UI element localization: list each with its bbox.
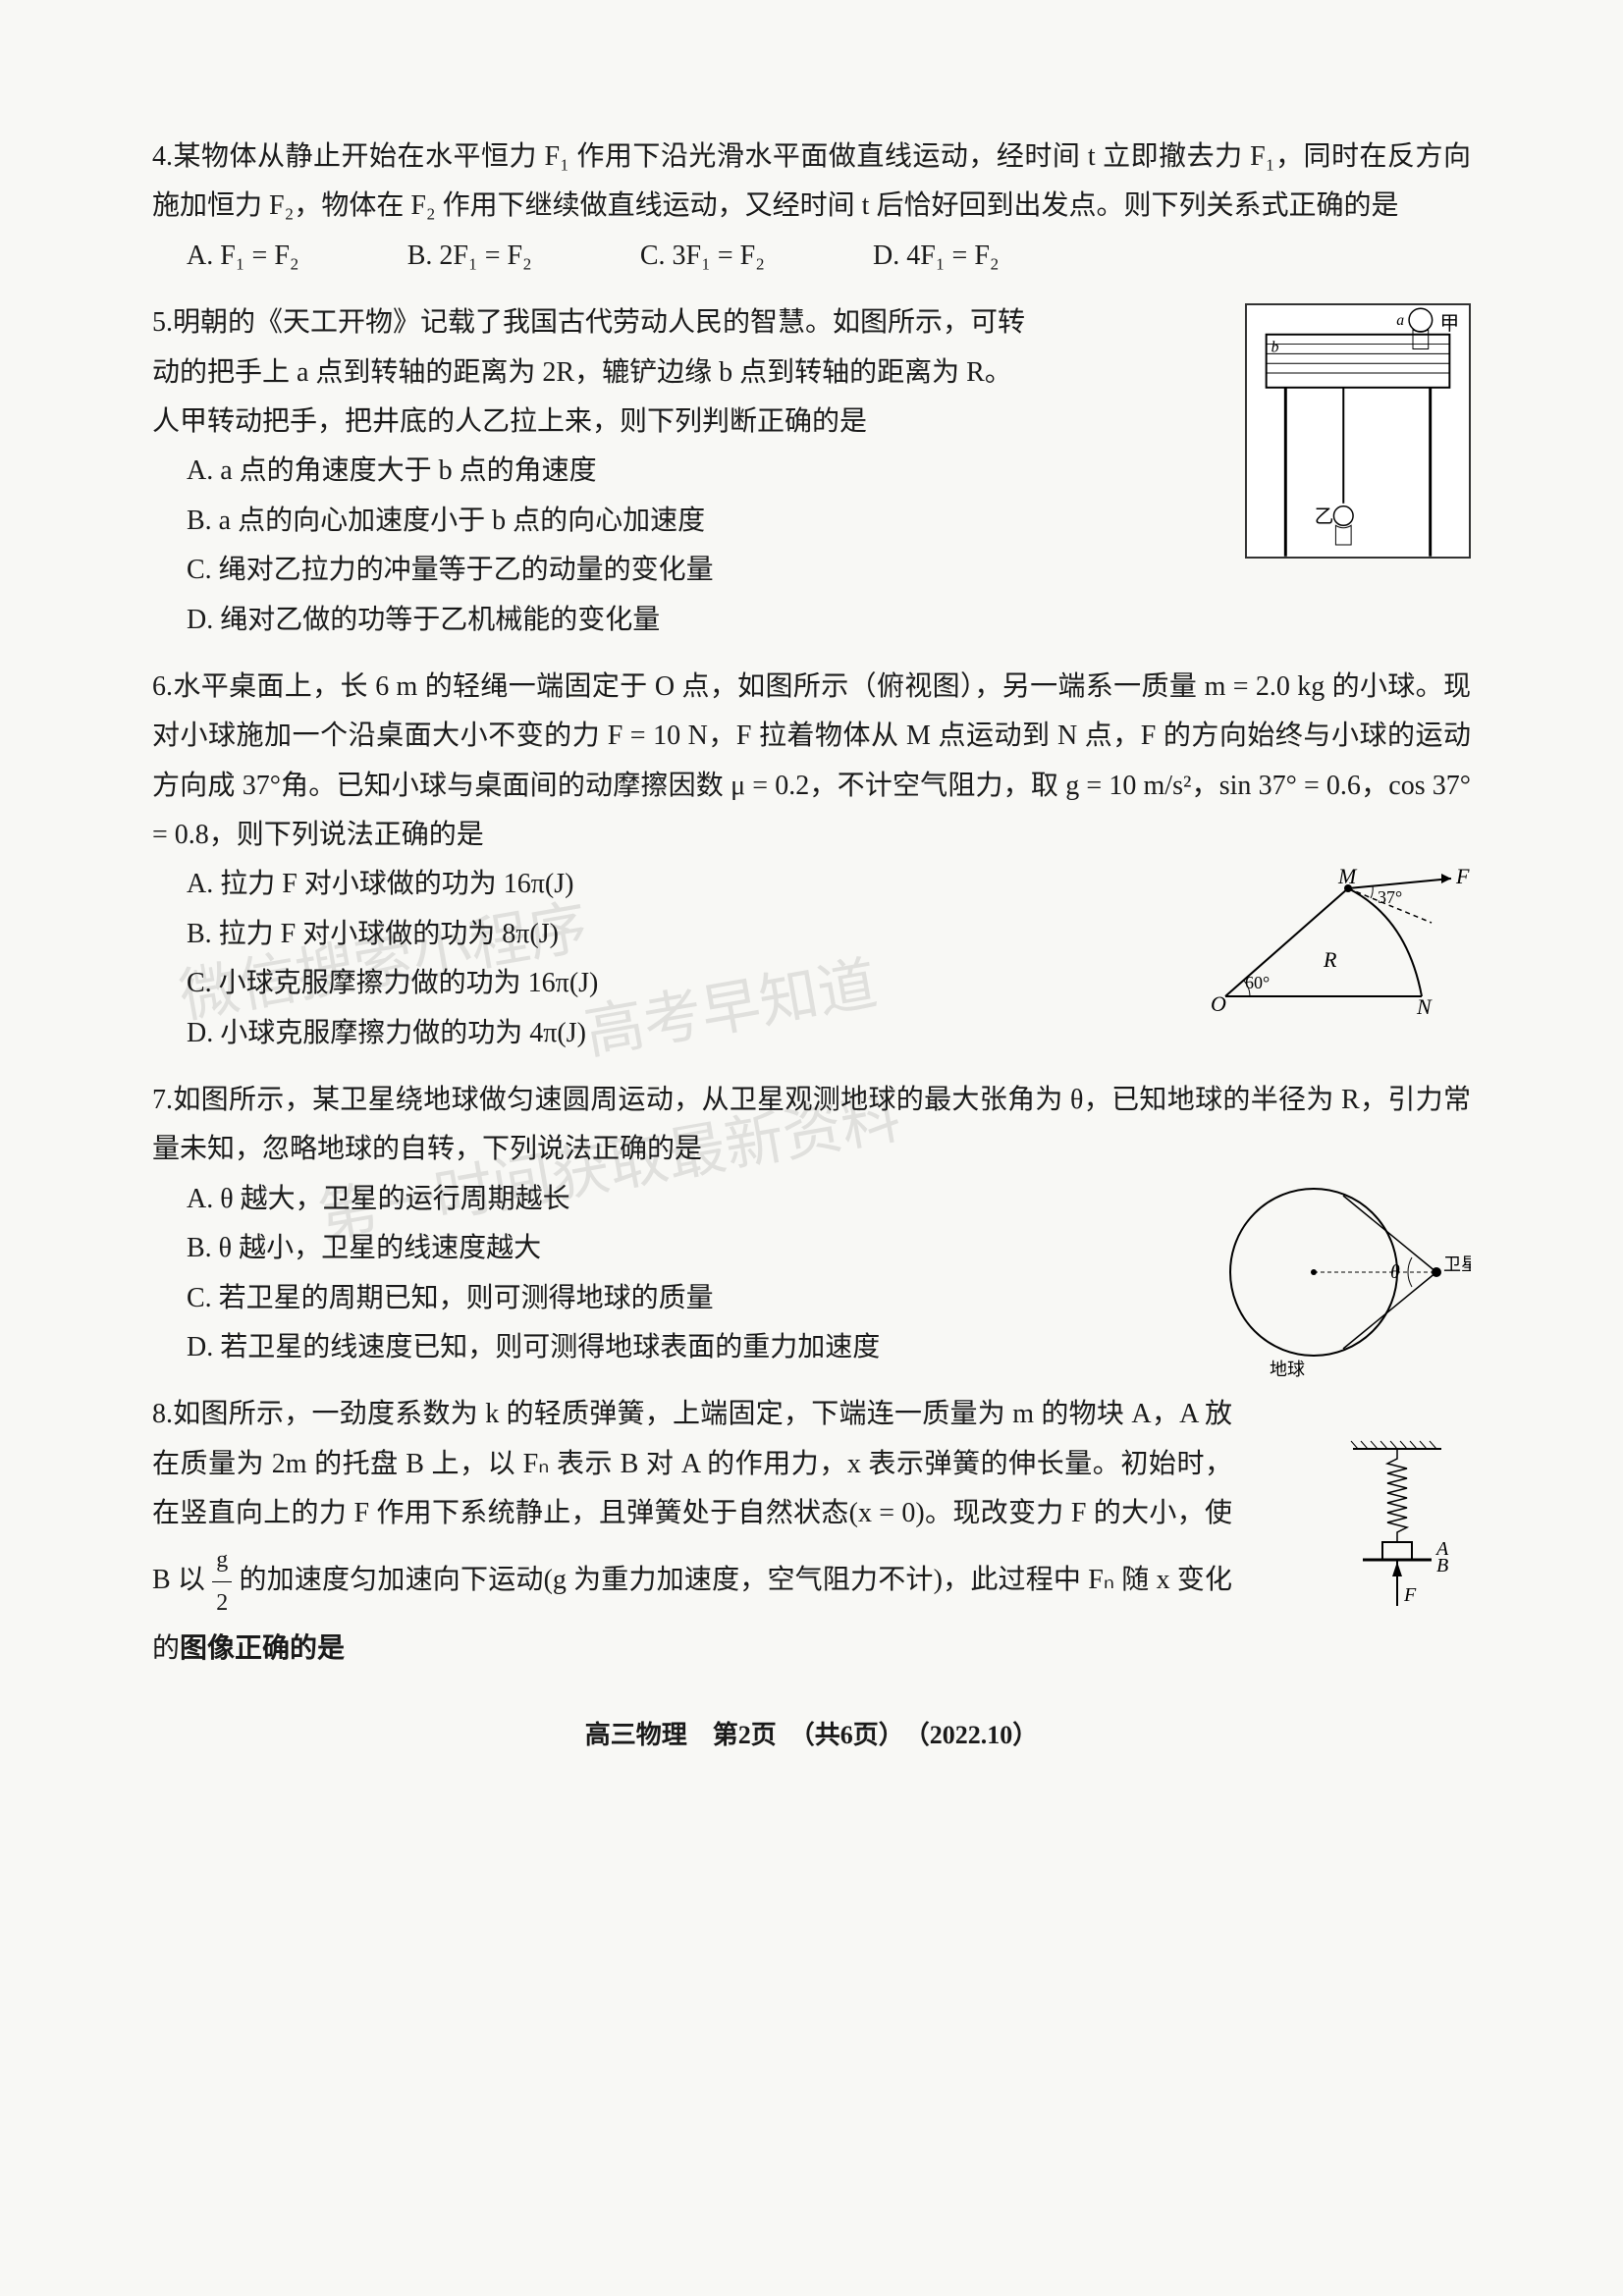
spring-diagram: A B F (1333, 1439, 1461, 1635)
fig5-label-jia: 甲 (1440, 313, 1460, 335)
fig7-satellite: 卫星 (1443, 1255, 1471, 1274)
q8-number: 8. (152, 1399, 173, 1429)
page-content: 微信搜索小程序 高考早知道 第一时间获取最新资料 4.某物体从静止开始在水平恒力… (0, 0, 1623, 1838)
question-4: 4.某物体从静止开始在水平恒力 F₁ 作用下沿光滑水平面做直线运动，经时间 t … (152, 133, 1471, 281)
svg-text:b: b (1271, 340, 1279, 356)
q8-figure: A B F (1333, 1439, 1461, 1652)
q7-body: 如图所示，某卫星绕地球做匀速圆周运动，从卫星观测地球的最大张角为 θ，已知地球的… (152, 1085, 1471, 1164)
q4-optA: A. F₁ = F₂ (187, 232, 299, 281)
q8-fraction: g2 (212, 1539, 232, 1625)
q7-number: 7. (152, 1085, 173, 1115)
q4-text: 4.某物体从静止开始在水平恒力 F₁ 作用下沿光滑水平面做直线运动，经时间 t … (152, 133, 1471, 232)
satellite-diagram: θ 卫星 地球 (1216, 1164, 1471, 1390)
fig6-O: O (1211, 991, 1226, 1016)
fig8-F: F (1403, 1584, 1417, 1606)
question-8: A B F 8.如图所示，一劲度系数为 k 的轻质弹簧，上端固定，下端连一质量为… (152, 1390, 1471, 1674)
q5-figure: 甲 乙 b a (1245, 303, 1471, 575)
q6-number: 6. (152, 671, 173, 702)
svg-text:a: a (1396, 312, 1404, 329)
fig6-R: R (1323, 947, 1337, 972)
fig5-label-yi: 乙 (1315, 507, 1334, 528)
question-7: θ 卫星 地球 7.如图所示，某卫星绕地球做匀速圆周运动，从卫星观测地球的最大张… (152, 1076, 1471, 1372)
q4-number: 4. (152, 141, 173, 172)
fig6-F: F (1455, 869, 1470, 888)
fig8-B: B (1436, 1555, 1448, 1576)
fig6-37: 37° (1378, 887, 1402, 907)
fig6-M: M (1337, 869, 1358, 888)
page-footer: 高三物理 第2页 （共6页） （2022.10） (152, 1713, 1471, 1759)
q5-body: 明朝的《天工开物》记载了我国古代劳动人民的智慧。如图所示，可转动的把手上 a 点… (152, 307, 1025, 437)
q8-text: 8.如图所示，一劲度系数为 k 的轻质弹簧，上端固定，下端连一质量为 m 的物块… (152, 1390, 1232, 1674)
q4-optD: D. 4F₁ = F₂ (873, 232, 1000, 281)
fig6-N: N (1416, 994, 1433, 1016)
q7-text: 7.如图所示，某卫星绕地球做匀速圆周运动，从卫星观测地球的最大张角为 θ，已知地… (152, 1076, 1471, 1175)
q4-optB: B. 2F₁ = F₂ (407, 232, 532, 281)
question-6: M F 37° 60° R O N 6.水平桌面上，长 6 m 的轻绳一端固定于… (152, 663, 1471, 1058)
q7-figure: θ 卫星 地球 (1216, 1164, 1471, 1407)
fig7-theta: θ (1390, 1261, 1400, 1283)
q4-optC: C. 3F₁ = F₂ (640, 232, 765, 281)
q4-body: 某物体从静止开始在水平恒力 F₁ 作用下沿光滑水平面做直线运动，经时间 t 立即… (152, 141, 1471, 221)
q5-optD: D. 绳对乙做的功等于乙机械能的变化量 (187, 596, 1471, 645)
q6-text: 6.水平桌面上，长 6 m 的轻绳一端固定于 O 点，如图所示（俯视图），另一端… (152, 663, 1471, 861)
q5-number: 5. (152, 307, 173, 338)
q5-text-wrap: 5.明朝的《天工开物》记载了我国古代劳动人民的智慧。如图所示，可转动的把手上 a… (152, 298, 1036, 447)
fig7-earth: 地球 (1270, 1360, 1305, 1379)
q8-bold: 图像正确的是 (180, 1633, 345, 1664)
q6-figure: M F 37° 60° R O N (1196, 869, 1471, 1033)
q8-frac-den: 2 (212, 1582, 232, 1625)
q4-options: A. F₁ = F₂ B. 2F₁ = F₂ C. 3F₁ = F₂ D. 4F… (152, 232, 1471, 281)
q6-body: 水平桌面上，长 6 m 的轻绳一端固定于 O 点，如图所示（俯视图），另一端系一… (152, 671, 1471, 850)
question-5: 甲 乙 b a 5.明朝的《天工开物》记载了我国古代劳动人民的智慧。如图所示，可… (152, 298, 1471, 645)
well-winch-illustration: 甲 乙 b a (1245, 303, 1471, 559)
arc-diagram: M F 37° 60° R O N (1196, 869, 1471, 1016)
q8-frac-num: g (212, 1539, 232, 1582)
